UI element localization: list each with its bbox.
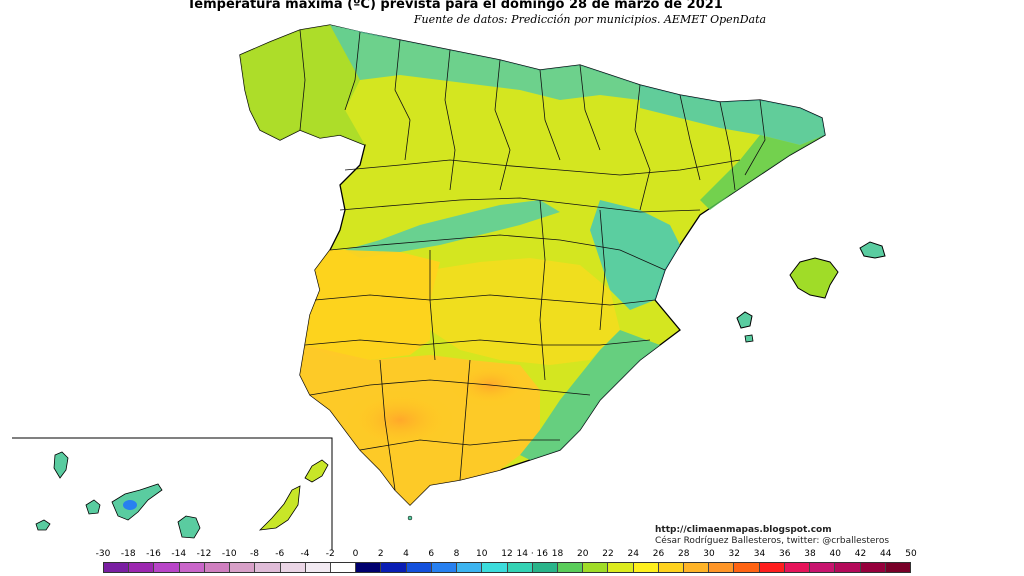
island-lanzarote [304, 459, 329, 483]
legend-label: 12 [501, 549, 513, 559]
island-alboran [407, 515, 413, 521]
legend-swatch [860, 563, 886, 572]
region-galicia [240, 25, 365, 145]
legend-swatch [280, 563, 306, 572]
legend-label: 6 [428, 549, 435, 559]
legend-label: 2 [377, 549, 384, 559]
legend-label: 24 [627, 549, 639, 559]
legend-label: -4 [300, 549, 310, 559]
legend-label: -8 [250, 549, 259, 559]
legend-swatch [557, 563, 584, 572]
tenerife-teide-cold [123, 500, 137, 510]
legend-swatch [104, 563, 130, 572]
credit-author: César Rodríguez Ballesteros, twitter: @c… [655, 536, 890, 546]
island-ibiza [736, 311, 753, 329]
credit-blog-url: http://climaenmapas.blogspot.com [655, 525, 832, 535]
legend-label: 8 [453, 549, 460, 559]
legend-swatch [482, 563, 508, 572]
island-la-gomera [85, 499, 101, 515]
legend-swatch [129, 563, 155, 572]
legend-swatch [330, 563, 357, 572]
legend-label: 32 [728, 549, 740, 559]
legend-swatch [734, 563, 760, 572]
legend-swatch [406, 563, 432, 572]
region-extremadura [305, 250, 440, 360]
island-la-palma [53, 451, 69, 479]
island-menorca [859, 241, 886, 259]
legend-label: -16 [146, 549, 161, 559]
legend-label: -18 [120, 549, 136, 559]
legend-swatch [658, 563, 685, 572]
region-cantabrico [330, 25, 640, 100]
legend-swatch [179, 563, 205, 572]
legend-label: 4 [403, 549, 409, 559]
legend-label: 44 [880, 549, 892, 559]
island-mallorca [789, 257, 839, 299]
map-subtitle: Fuente de datos: Predicción por municipi… [413, 13, 767, 26]
legend-swatch [381, 563, 407, 572]
legend-swatch [431, 563, 458, 572]
legend-swatch [532, 563, 558, 572]
legend-label: -6 [275, 549, 285, 559]
legend-swatch [583, 563, 609, 572]
province-boundaries [299, 29, 766, 491]
legend-swatch [709, 563, 735, 572]
region-pirineos [640, 85, 825, 145]
legend-swatch [204, 563, 231, 572]
legend-swatch [507, 563, 533, 572]
legend-swatch [305, 563, 331, 572]
legend-label: 36 [779, 549, 791, 559]
canarias-inset-frame [12, 437, 333, 550]
legend-swatch [810, 563, 836, 572]
legend-label: 30 [703, 549, 715, 559]
legend-swatch [154, 563, 180, 572]
region-guadalquivir [345, 390, 455, 450]
island-gran-canaria [177, 515, 201, 539]
legend-swatch [784, 563, 811, 572]
island-formentera [744, 334, 754, 343]
legend-label: 38 [804, 549, 816, 559]
legend-label: 50 [905, 549, 917, 559]
legend-swatch [356, 563, 382, 572]
region-catalunya-coast [700, 135, 825, 210]
legend-label: 28 [678, 549, 690, 559]
legend-label: 14 · 16 [516, 549, 549, 559]
legend-labels: -30 -18 -16 -14 -12 -10 -8 -6 -4 -2 0 2 4 6 8 10 12 14 · … [0, 549, 1024, 561]
legend-label: -10 [221, 549, 237, 559]
color-legend-bar [103, 562, 911, 573]
legend-label: 22 [602, 549, 614, 559]
legend-swatch [608, 563, 634, 572]
region-sistema-iberico [590, 200, 680, 310]
legend-swatch [684, 563, 710, 572]
legend-label: 10 [476, 549, 488, 559]
legend-label: 26 [652, 549, 665, 559]
island-tenerife [111, 483, 163, 521]
legend-swatch [457, 563, 483, 572]
legend-label: 0 [352, 549, 359, 559]
legend-swatch [230, 563, 256, 572]
legend-swatch [885, 563, 910, 572]
legend-swatch [633, 563, 659, 572]
legend-label: -12 [196, 549, 212, 559]
legend-label: 20 [577, 549, 589, 559]
legend-label: 34 [753, 549, 766, 559]
map-title: Temperatura máxima (ºC) prevista para el… [187, 0, 723, 12]
legend-label: 42 [854, 549, 867, 559]
legend-label: 18 [551, 549, 564, 559]
legend-label: -2 [325, 549, 335, 559]
island-el-hierro [35, 519, 51, 531]
temperature-map [12, 24, 886, 550]
legend-swatch [255, 563, 281, 572]
legend-label: -30 [95, 549, 111, 559]
legend-swatch [835, 563, 861, 572]
legend-swatch [759, 563, 785, 572]
legend-label: -14 [171, 549, 187, 559]
island-fuerteventura [258, 485, 301, 531]
legend-label: 40 [829, 549, 841, 559]
region-meseta-sur [430, 258, 620, 365]
